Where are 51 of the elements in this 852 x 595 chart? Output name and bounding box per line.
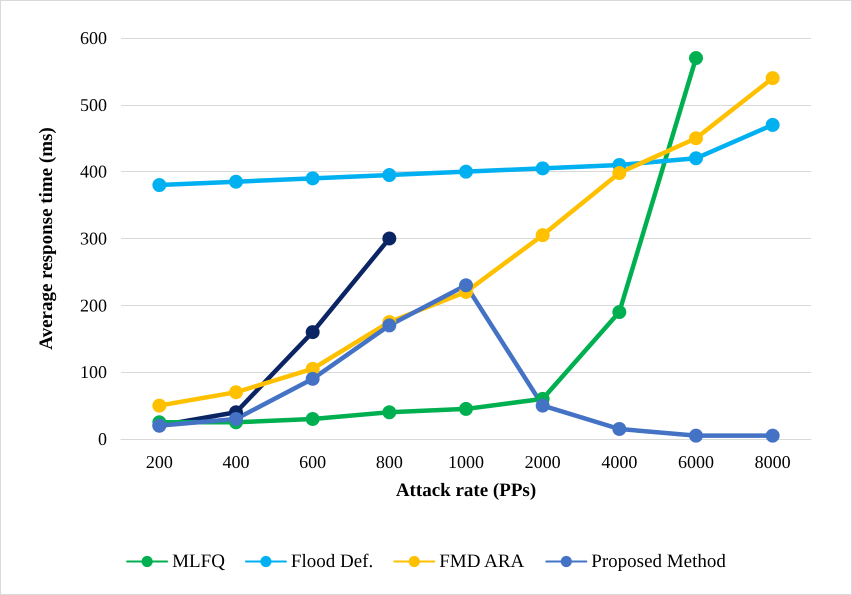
point bbox=[766, 118, 780, 132]
x-tick-label: 4000 bbox=[601, 452, 638, 472]
point bbox=[382, 405, 396, 420]
point bbox=[459, 402, 473, 416]
legend-label: MLFQ bbox=[172, 551, 226, 572]
point bbox=[152, 398, 166, 413]
y-tick-label: 200 bbox=[80, 295, 107, 316]
point bbox=[612, 166, 626, 180]
point bbox=[459, 278, 473, 292]
y-axis-title: Average response time (ms) bbox=[36, 127, 57, 350]
x-tick-label: 200 bbox=[146, 452, 173, 472]
point bbox=[382, 168, 396, 182]
point bbox=[689, 51, 703, 66]
point bbox=[152, 178, 166, 192]
point bbox=[229, 385, 243, 400]
y-tick-label: 100 bbox=[80, 362, 107, 382]
point bbox=[536, 398, 550, 413]
point bbox=[459, 164, 473, 179]
x-tick-label: 2000 bbox=[524, 452, 561, 472]
point bbox=[689, 131, 703, 146]
point bbox=[306, 171, 320, 186]
x-tick-label: 8000 bbox=[754, 452, 791, 472]
y-tick-label: 500 bbox=[80, 94, 107, 115]
point bbox=[536, 161, 550, 176]
point bbox=[766, 71, 780, 86]
x-tick-label: 1000 bbox=[448, 452, 484, 472]
point bbox=[382, 318, 396, 332]
point bbox=[536, 228, 550, 242]
point bbox=[229, 174, 243, 189]
point bbox=[766, 428, 780, 443]
point bbox=[689, 428, 703, 443]
legend-label: FMD ARA bbox=[439, 551, 525, 572]
y-tick-label: 400 bbox=[80, 162, 107, 182]
y-tick-label: 600 bbox=[80, 28, 107, 48]
point bbox=[306, 412, 320, 426]
point bbox=[689, 151, 703, 166]
legend-label: Proposed Method bbox=[591, 551, 726, 572]
point bbox=[306, 325, 320, 340]
x-tick-label: 800 bbox=[376, 452, 403, 472]
x-axis-title: Attack rate (PPs) bbox=[396, 480, 536, 501]
point bbox=[306, 372, 320, 386]
point bbox=[382, 232, 396, 246]
x-tick-label: 6000 bbox=[678, 452, 714, 472]
x-tick-label: 400 bbox=[222, 452, 250, 472]
point bbox=[612, 422, 626, 436]
x-tick-label: 600 bbox=[299, 452, 326, 472]
point bbox=[229, 412, 243, 426]
legend-label: Flood Def. bbox=[290, 551, 374, 572]
y-tick-label: 0 bbox=[98, 429, 107, 449]
point bbox=[612, 305, 626, 320]
y-tick-label: 300 bbox=[80, 228, 107, 248]
